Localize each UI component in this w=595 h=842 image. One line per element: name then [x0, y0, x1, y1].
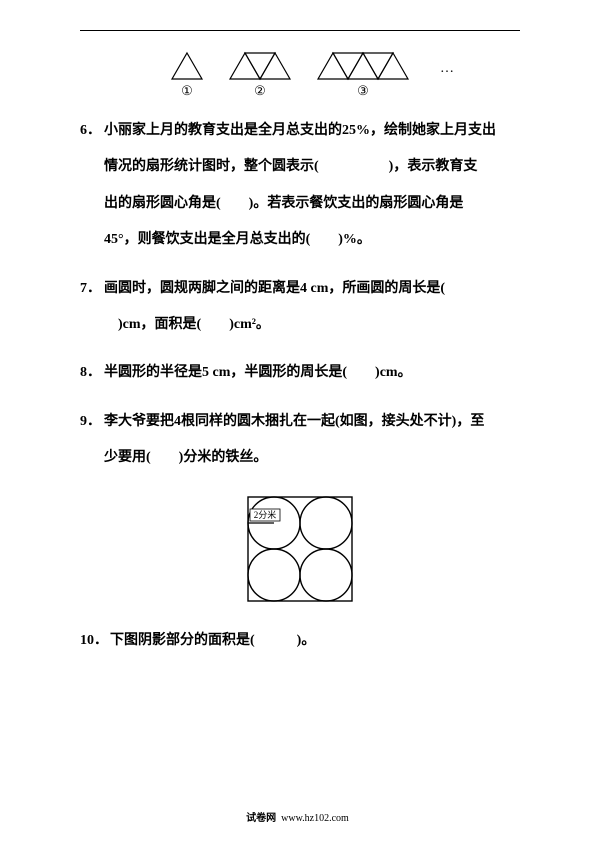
triangle-label: ②: [254, 83, 266, 99]
logs-svg: 2分米: [240, 489, 360, 609]
triangle-group-1: ①: [170, 51, 204, 99]
logs-figure: 2分米: [80, 489, 520, 609]
question-6: 6．小丽家上月的教育支出是全月总支出的25%，绘制她家上月支出 情况的扇形统计图…: [80, 113, 520, 259]
question-text: 李大爷要把4根同样的圆木捆扎在一起(如图，接头处不计)，至: [104, 414, 484, 429]
question-number: 8．: [80, 355, 104, 391]
question-text: )cm，面积是( )cm²。: [104, 307, 270, 343]
question-text: 下图阴影部分的面积是( )。: [110, 633, 315, 648]
question-10: 10．下图阴影部分的面积是( )。: [80, 623, 520, 659]
logs-label: 2分米: [254, 509, 277, 520]
triangle-group-2: ②: [228, 51, 292, 99]
question-9: 9．李大爷要把4根同样的圆木捆扎在一起(如图，接头处不计)，至 少要用( )分米…: [80, 404, 520, 477]
triangle-label: ①: [181, 83, 193, 99]
triangle-pattern-figure: ① ② ③ …: [170, 51, 520, 99]
question-text: 画圆时，圆规两脚之间的距离是4 cm，所画圆的周长是(: [104, 281, 459, 296]
question-text: 出的扇形圆心角是( )。若表示餐饮支出的扇形圆心角是: [104, 186, 463, 222]
triangle-group-3: ③: [316, 51, 410, 99]
question-number: 10．: [80, 623, 110, 659]
question-8: 8．半圆形的半径是5 cm，半圆形的周长是( )cm。: [80, 355, 520, 391]
question-number: 6．: [80, 113, 104, 149]
triangle-icon: [170, 51, 204, 81]
question-text: 半圆形的半径是5 cm，半圆形的周长是( )cm。: [104, 365, 412, 380]
footer-site: 试卷网: [246, 813, 276, 824]
page-footer: 试卷网 www.hz102.com: [0, 809, 595, 824]
ellipsis: …: [440, 61, 454, 99]
question-number: 7．: [80, 271, 104, 307]
question-text: 情况的扇形统计图时，整个圆表示( )，表示教育支: [104, 149, 477, 185]
triangle-icon: [228, 51, 292, 81]
triangle-label: ③: [357, 83, 369, 99]
question-number: 9．: [80, 404, 104, 440]
question-text: 少要用( )分米的铁丝。: [104, 440, 267, 476]
triangle-icon: [316, 51, 410, 81]
question-text: 45°，则餐饮支出是全月总支出的( )%。: [104, 222, 371, 258]
top-rule: [80, 30, 520, 31]
question-7: 7．画圆时，圆规两脚之间的距离是4 cm，所画圆的周长是( )cm，面积是( )…: [80, 271, 520, 344]
footer-url: www.hz102.com: [281, 813, 349, 824]
question-text: 小丽家上月的教育支出是全月总支出的25%，绘制她家上月支出: [104, 123, 496, 138]
